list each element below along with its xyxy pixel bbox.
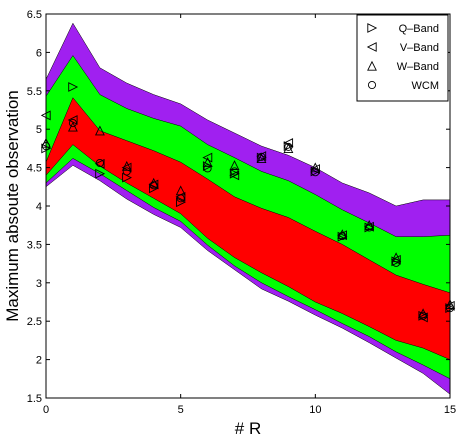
data-point (148, 177, 159, 188)
data-point (391, 252, 402, 263)
legend-marker (367, 23, 378, 33)
y-tick-label: 6.5 (27, 9, 42, 21)
y-tick-label: 4 (36, 201, 42, 213)
data-point (363, 221, 374, 232)
data-point (68, 119, 77, 128)
data-point (445, 299, 455, 309)
data-point (337, 229, 348, 240)
data-point (122, 172, 133, 183)
legend: Q–Band V–Band W–Band WCM (356, 14, 449, 102)
data-point (203, 164, 212, 173)
data-point (176, 197, 186, 208)
legend-label: WCM (412, 80, 440, 92)
legend-label: W–Band (397, 61, 439, 73)
x-tick-label: 15 (444, 404, 456, 416)
data-point (229, 170, 240, 181)
data-point (68, 82, 79, 92)
data-point (310, 164, 320, 175)
data-point (257, 152, 266, 161)
data-point (202, 152, 213, 163)
axis-ticks: 0 5 10 15 1.5 2 2.5 3 3.5 4 4.5 5 5.5 6 6.5 (27, 9, 456, 416)
data-point (40, 110, 51, 121)
data-point (121, 160, 132, 171)
y-tick-label: 5.5 (27, 86, 42, 98)
y-tick-label: 1.5 (27, 393, 42, 405)
data-point (95, 168, 106, 179)
data-point (311, 168, 320, 177)
x-tick-label: 0 (43, 404, 49, 416)
data-point (419, 311, 428, 320)
data-point (67, 121, 78, 132)
data-point (229, 160, 240, 170)
data-point (364, 219, 375, 230)
data-point (337, 230, 347, 241)
data-point (230, 167, 239, 176)
y-tick-label: 3 (36, 278, 42, 290)
data-point (284, 142, 293, 151)
data-point (148, 179, 159, 190)
data-point (95, 158, 104, 168)
y-axis-label: Maximum absoute observation (3, 90, 22, 322)
data-point (149, 181, 158, 190)
x-axis-label: # R (235, 419, 261, 438)
data-point (202, 156, 213, 167)
y-tick-label: 4.5 (27, 163, 42, 175)
data-point (392, 258, 401, 267)
data-point (365, 223, 374, 232)
data-point (444, 300, 455, 311)
legend-label: Q–Band (399, 23, 439, 35)
data-point (256, 152, 267, 163)
x-tick-label: 5 (178, 404, 184, 416)
x-tick-label: 10 (309, 404, 321, 416)
data-point (94, 125, 105, 136)
y-tick-label: 2.5 (27, 316, 42, 328)
legend-marker (367, 60, 377, 71)
confidence-bands (45, 22, 451, 395)
data-point (283, 143, 294, 154)
legend-box (356, 14, 449, 102)
data-point (121, 162, 132, 173)
legend-marker (366, 42, 377, 52)
data-point (445, 304, 455, 313)
data-markers (40, 82, 456, 323)
data-point (310, 162, 321, 173)
y-tick-label: 2 (36, 355, 42, 367)
data-point (418, 308, 429, 319)
data-point (256, 153, 267, 164)
data-point (229, 168, 240, 179)
legend-marker (367, 80, 377, 90)
data-point (94, 158, 105, 169)
series-3-markers (41, 119, 455, 320)
y-tick-label: 3.5 (27, 239, 42, 251)
data-point (176, 194, 185, 203)
y-tick-label: 5 (36, 124, 42, 136)
y-tick-label: 6 (36, 47, 42, 59)
data-point (338, 231, 347, 241)
data-point (41, 142, 51, 151)
data-point (122, 167, 131, 176)
series-1-markers (40, 110, 455, 323)
legend-label: V–Band (400, 42, 439, 54)
data-point (41, 143, 52, 154)
